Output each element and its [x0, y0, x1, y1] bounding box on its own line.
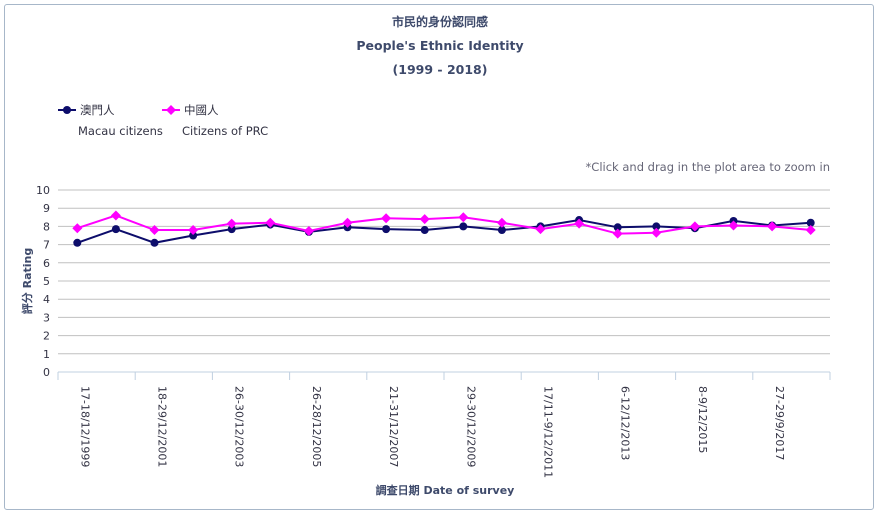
data-point-prc[interactable]	[612, 228, 623, 239]
series-lines[interactable]	[72, 210, 816, 247]
x-tick-label: 8-9/12/2015	[696, 386, 709, 453]
y-tick-label: 5	[43, 275, 50, 288]
chart-title-en: People's Ethnic Identity	[356, 38, 524, 53]
legend-label-macau-en: Macau citizens	[78, 124, 163, 138]
data-point-prc[interactable]	[342, 217, 353, 228]
data-point-prc[interactable]	[303, 225, 314, 236]
data-point-prc[interactable]	[574, 218, 585, 229]
data-point-macau[interactable]	[459, 222, 468, 231]
data-point-prc[interactable]	[805, 225, 816, 236]
legend-marker-macau-icon	[58, 106, 76, 114]
y-tick-label: 4	[43, 293, 50, 306]
x-tick-label: 29-30/12/2009	[464, 386, 477, 467]
y-axis-title: 評分 Rating	[20, 248, 34, 314]
data-point-prc[interactable]	[419, 214, 430, 225]
y-tick-label: 0	[43, 366, 50, 379]
legend-label-prc-zh: 中國人	[184, 103, 219, 117]
zoom-hint: *Click and drag in the plot area to zoom…	[585, 160, 830, 174]
x-axis-title: 調查日期 Date of survey	[376, 483, 515, 497]
data-point-prc[interactable]	[728, 220, 739, 231]
data-point-macau[interactable]	[111, 225, 120, 234]
data-point-macau[interactable]	[73, 238, 82, 247]
x-tick-label: 17-18/12/1999	[78, 386, 91, 467]
x-tick-label: 6-12/12/2013	[619, 386, 632, 460]
x-tick-label: 17/11-9/12/2011	[542, 386, 555, 478]
y-tick-label: 7	[43, 239, 50, 252]
data-point-macau[interactable]	[806, 218, 815, 227]
data-point-prc[interactable]	[651, 227, 662, 238]
data-point-prc[interactable]	[110, 210, 121, 221]
data-point-prc[interactable]	[496, 217, 507, 228]
legend-marker-prc-icon	[162, 105, 180, 115]
data-point-prc[interactable]	[458, 212, 469, 223]
data-point-macau[interactable]	[613, 223, 622, 232]
data-point-macau[interactable]	[227, 225, 236, 234]
data-point-prc[interactable]	[535, 224, 546, 235]
y-tick-label: 3	[43, 311, 50, 324]
legend-item-prc[interactable]: 中國人 Citizens of PRC	[162, 102, 268, 138]
y-tick-label: 1	[43, 348, 50, 361]
data-point-macau[interactable]	[189, 231, 198, 240]
data-point-prc[interactable]	[226, 218, 237, 229]
y-tick-label: 2	[43, 330, 50, 343]
data-point-prc[interactable]	[767, 221, 778, 232]
y-tick-label: 8	[43, 220, 50, 233]
x-tick-label: 21-31/12/2007	[387, 386, 400, 467]
y-tick-label: 10	[36, 184, 50, 197]
data-point-macau[interactable]	[652, 222, 661, 231]
data-point-prc[interactable]	[188, 225, 199, 236]
series-line-prc[interactable]	[76, 214, 811, 235]
data-point-prc[interactable]	[149, 225, 160, 236]
data-point-macau[interactable]	[150, 238, 159, 247]
legend-label-macau-zh: 澳門人	[80, 103, 115, 117]
x-axis: 17-18/12/1999 18-29/12/2001 26-30/12/2003 2…	[57, 371, 831, 478]
data-point-prc[interactable]	[72, 223, 83, 234]
chart-title-years: (1999 - 2018)	[392, 62, 488, 77]
data-point-prc[interactable]	[689, 221, 700, 232]
data-point-macau[interactable]	[497, 226, 506, 235]
data-point-prc[interactable]	[381, 213, 392, 224]
y-axis-ticks: 0 1 2 3 4 5 6 7 8 9 10	[36, 184, 50, 379]
chart-title-zh: 市民的身份認同感	[391, 15, 488, 29]
y-tick-label: 9	[43, 202, 50, 215]
data-point-macau[interactable]	[382, 225, 391, 234]
x-tick-label: 18-29/12/2001	[156, 386, 169, 467]
x-tick-label: 27-29/9/2017	[773, 386, 786, 460]
y-tick-label: 6	[43, 257, 50, 270]
x-tick-label: 26-28/12/2005	[310, 386, 323, 467]
data-point-prc[interactable]	[265, 217, 276, 228]
chart-frame	[4, 4, 874, 510]
legend-label-prc-en: Citizens of PRC	[182, 124, 269, 138]
x-tick-label: 26-30/12/2003	[233, 386, 246, 467]
data-point-macau[interactable]	[420, 226, 429, 235]
legend-item-macau[interactable]: 澳門人 Macau citizens	[58, 102, 163, 138]
series-line-macau[interactable]	[76, 219, 811, 244]
